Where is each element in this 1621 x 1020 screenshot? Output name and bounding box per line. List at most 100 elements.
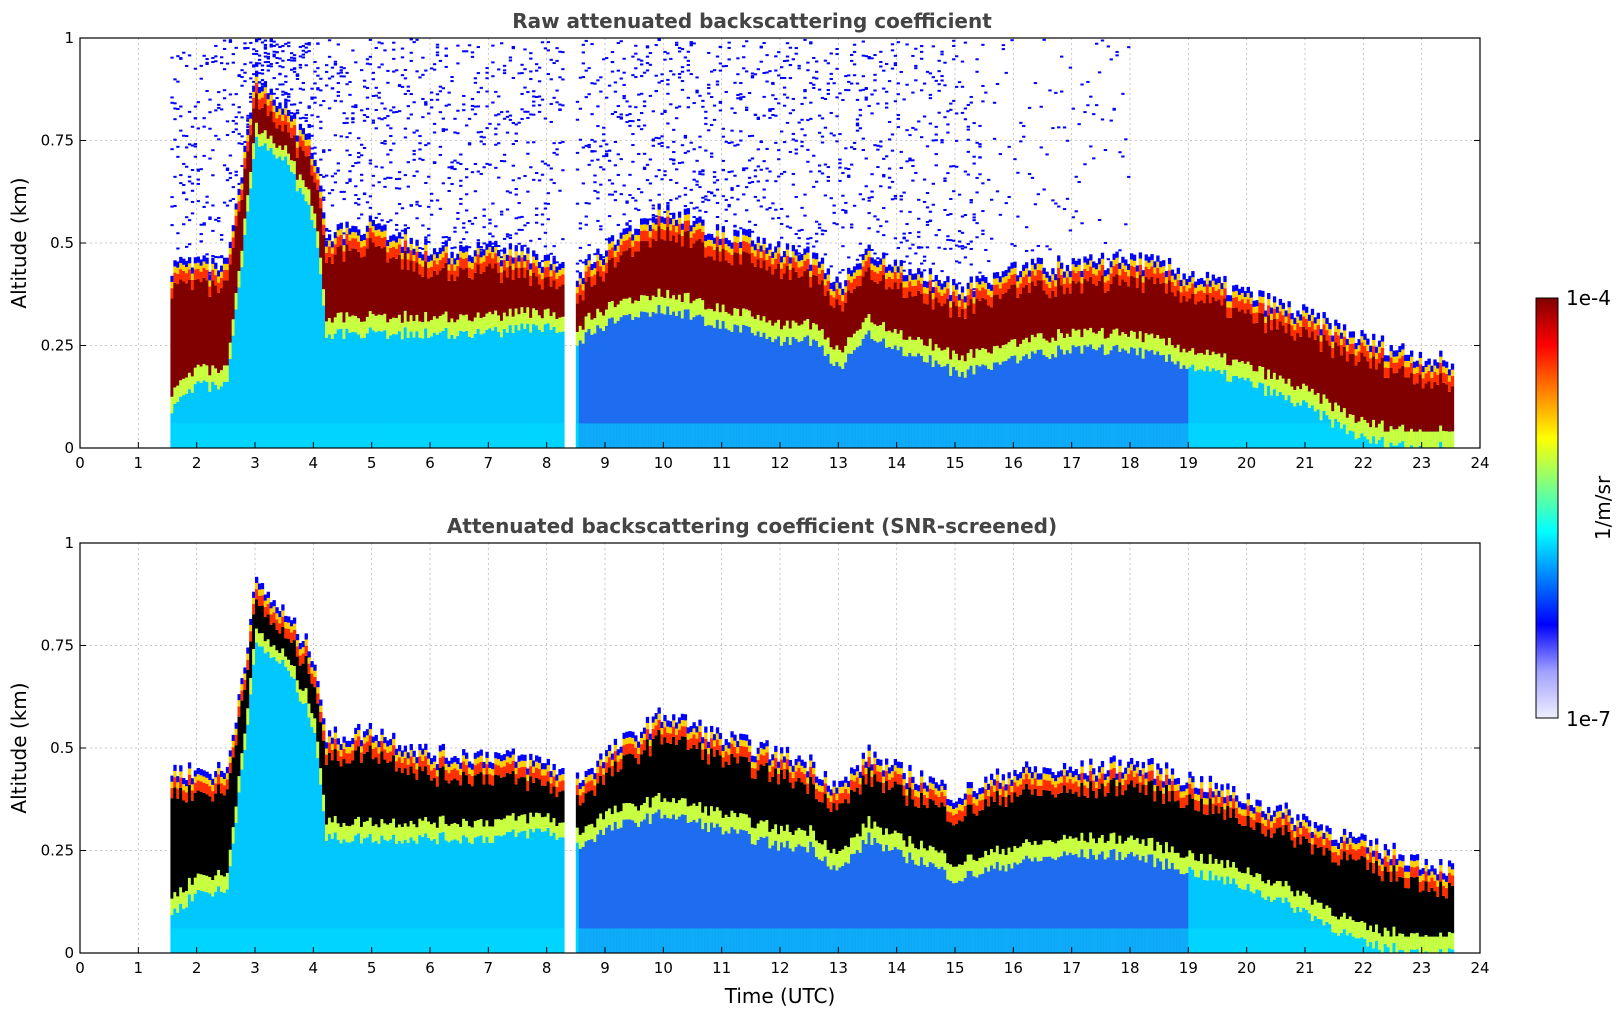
heatmap-cell-ground — [1211, 423, 1215, 448]
heatmap-cell-edge-red — [1395, 362, 1399, 373]
heatmap-cell-noise — [497, 95, 501, 98]
heatmap-cell-noise — [187, 54, 192, 57]
heatmap-cell-noise — [322, 196, 326, 199]
heatmap-cell-noise — [701, 196, 705, 199]
heatmap-cell-noise — [1103, 241, 1108, 244]
heatmap-cell-background — [1176, 361, 1180, 448]
heatmap-cell-transition — [1348, 414, 1353, 431]
heatmap-cell-noise — [1033, 82, 1038, 85]
heatmap-cell-noise — [660, 145, 664, 148]
heatmap-cell-noise — [625, 114, 629, 117]
heatmap-cell-background — [1103, 355, 1108, 448]
heatmap-cell-noise — [992, 137, 997, 140]
heatmap-cell-edge-yellow — [470, 262, 475, 270]
heatmap-cell-noise — [940, 141, 944, 144]
heatmap-cell-transition — [838, 349, 842, 367]
heatmap-cell-edge-yellow — [1051, 274, 1055, 281]
heatmap-cell-background — [260, 145, 265, 448]
heatmap-cell-noise — [858, 127, 863, 130]
heatmap-cell-transition — [607, 301, 612, 319]
heatmap-cell-ground — [275, 423, 279, 448]
heatmap-cell-edge-red — [718, 251, 723, 262]
heatmap-cell-background — [278, 156, 282, 448]
heatmap-cell-transition — [724, 311, 728, 329]
heatmap-cell-edge-blue — [1042, 267, 1046, 274]
heatmap-cell-background — [844, 362, 848, 448]
heatmap-cell-noise — [724, 220, 728, 223]
heatmap-cell-noise — [934, 133, 938, 136]
heatmap-cell-background — [517, 330, 521, 448]
heatmap-cell-edge-blue — [861, 253, 865, 261]
heatmap-cell-edge-blue — [1305, 306, 1309, 313]
heatmap-cell-transition — [196, 364, 200, 382]
heatmap-cell-noise — [899, 70, 903, 73]
heatmap-cell-noise — [645, 179, 650, 182]
heatmap-cell-core — [327, 256, 332, 319]
heatmap-cell-noise — [284, 75, 288, 78]
heatmap-cell-edge-blue — [1097, 258, 1102, 265]
heatmap-cell-background — [365, 333, 370, 448]
heatmap-cell-noise — [654, 74, 658, 77]
heatmap-cell-noise — [307, 43, 311, 46]
heatmap-cell-background — [508, 325, 513, 448]
heatmap-cell-edge-blue — [1150, 254, 1154, 261]
heatmap-cell-edge-red — [514, 257, 518, 268]
heatmap-cell-noise — [963, 256, 968, 259]
heatmap-cell-noise — [406, 105, 410, 108]
heatmap-cell-noise — [333, 63, 338, 66]
heatmap-cell-noise — [637, 58, 641, 61]
heatmap-cell-core — [1202, 303, 1207, 355]
heatmap-cell-noise — [981, 229, 985, 232]
heatmap-cell-noise — [873, 73, 877, 76]
heatmap-cell-edge-red — [383, 236, 387, 248]
heatmap-cell-core — [908, 291, 912, 337]
heatmap-cell-noise — [718, 69, 723, 72]
heatmap-cell-transition — [1372, 419, 1376, 437]
heatmap-cell-edge-blue — [263, 81, 268, 88]
heatmap-cell-ground — [1270, 423, 1274, 448]
heatmap-cell-noise — [625, 200, 629, 203]
heatmap-cell-background — [730, 331, 734, 448]
heatmap-cell-noise — [342, 198, 346, 201]
heatmap-cell-noise — [800, 128, 804, 131]
heatmap-cell-noise — [257, 54, 262, 57]
heatmap-cell-noise — [689, 44, 693, 47]
heatmap-cell-ground — [914, 423, 918, 448]
heatmap-cell-edge-red — [689, 237, 693, 248]
heatmap-cell-edge-red — [943, 293, 947, 304]
heatmap-cell-edge-blue — [590, 264, 594, 271]
heatmap-cell-transition — [815, 324, 819, 341]
heatmap-cell-noise — [368, 195, 373, 198]
heatmap-cell-edge-blue — [1252, 300, 1256, 307]
heatmap-cell-background — [724, 328, 728, 448]
heatmap-cell-edge-blue — [374, 224, 378, 231]
heatmap-cell-transition — [1156, 335, 1160, 352]
heatmap-cell-ground — [389, 423, 393, 448]
heatmap-cell-noise — [231, 103, 235, 106]
heatmap-cell-noise — [249, 95, 253, 98]
heatmap-cell-edge-red — [1290, 325, 1294, 336]
heatmap-cell-ground — [228, 423, 233, 448]
heatmap-cell-noise — [502, 153, 507, 156]
heatmap-cell-background — [809, 345, 813, 448]
heatmap-cell-noise — [290, 52, 294, 55]
heatmap-cell-noise — [284, 42, 288, 45]
heatmap-cell-background — [774, 339, 778, 448]
heatmap-cell-noise — [972, 122, 976, 125]
heatmap-cell-background — [794, 339, 798, 448]
heatmap-cell-core — [1375, 369, 1379, 428]
heatmap-cell-background — [1173, 364, 1178, 448]
heatmap-cell-ground — [179, 423, 183, 448]
heatmap-cell-edge-blue — [920, 271, 924, 278]
heatmap-cell-noise — [850, 53, 854, 56]
heatmap-cell-noise — [543, 162, 548, 165]
heatmap-cell-ground — [1109, 423, 1113, 448]
heatmap-cell-noise — [543, 207, 548, 210]
heatmap-cell-noise — [555, 47, 559, 50]
heatmap-cell-edge-red — [581, 290, 585, 301]
heatmap-cell-noise — [581, 43, 585, 46]
heatmap-cell-noise — [409, 204, 413, 207]
heatmap-cell-ground — [733, 423, 737, 448]
heatmap-cell-background — [313, 227, 317, 448]
heatmap-cell-noise — [403, 174, 408, 177]
